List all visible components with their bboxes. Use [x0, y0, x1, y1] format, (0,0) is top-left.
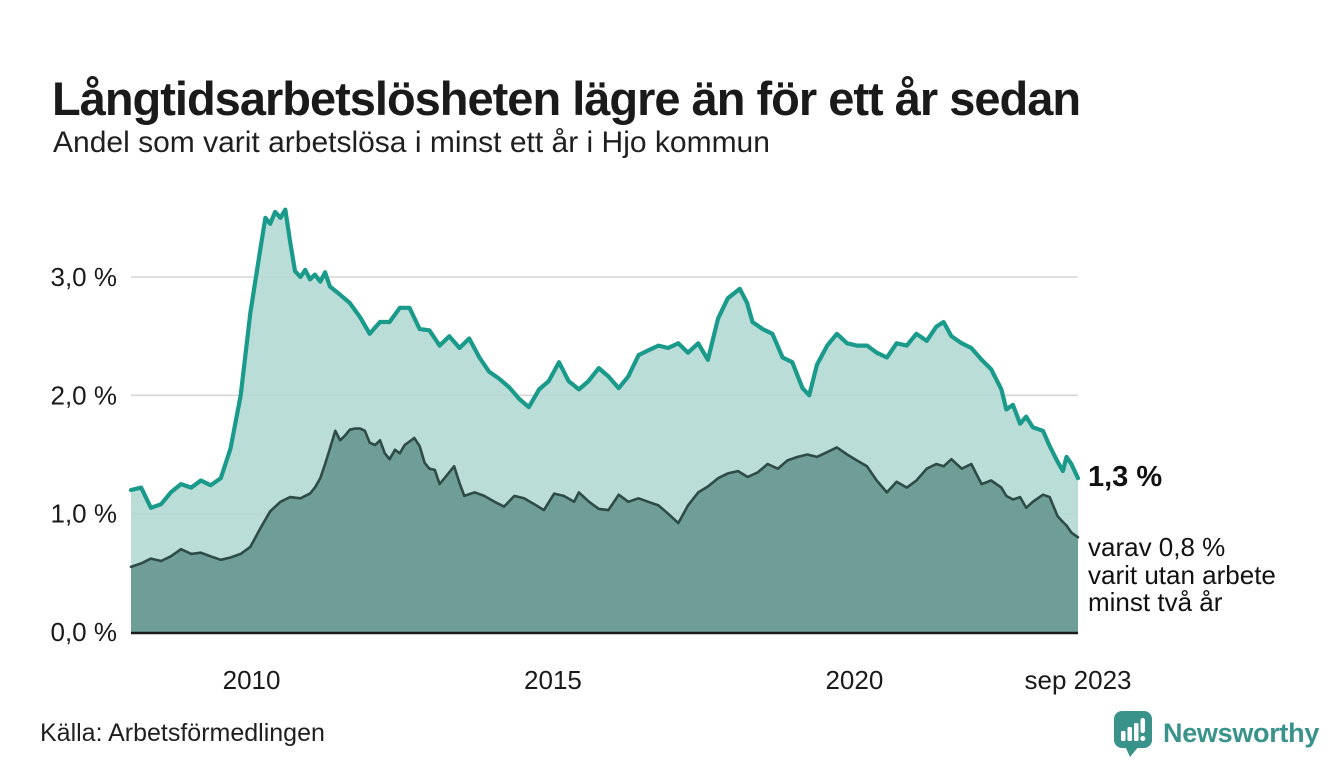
- series-end-value-label: 1,3 %: [1088, 461, 1163, 493]
- y-axis-tick-label: 2,0 %: [51, 380, 118, 410]
- page-title: Långtidsarbetslösheten lägre än för ett …: [52, 72, 1081, 126]
- area-min-two-years: [131, 428, 1078, 632]
- line-min-two-years: [129, 427, 1080, 569]
- source-credit: Källa: Arbetsförmedlingen: [40, 719, 325, 747]
- x-axis-tick-label: 2015: [524, 665, 582, 695]
- series-detail-annotation: varav 0,8 % varit utan arbete minst två …: [1088, 532, 1276, 617]
- newsworthy-logo: Newsworthy: [1113, 710, 1319, 757]
- line-min-one-year: [128, 207, 1081, 510]
- annotation-line-2: varit utan arbete: [1088, 559, 1276, 590]
- newsworthy-logo-text: Newsworthy: [1163, 718, 1320, 748]
- y-axis-tick-label: 1,0 %: [51, 499, 118, 529]
- x-axis-tick-label: sep 2023: [1025, 665, 1132, 695]
- y-axis-tick-label: 0,0 %: [51, 617, 118, 647]
- page-subtitle: Andel som varit arbetslösa i minst ett å…: [53, 126, 770, 159]
- x-axis-tick-label: 2010: [223, 665, 281, 695]
- annotation-line-1: varav 0,8 %: [1088, 532, 1226, 562]
- x-axis-tick-label: 2020: [825, 665, 883, 695]
- y-axis-tick-label: 3,0 %: [51, 262, 118, 292]
- annotation-line-3: minst två år: [1088, 587, 1223, 617]
- newsworthy-chart-bubble-icon: [1114, 711, 1152, 757]
